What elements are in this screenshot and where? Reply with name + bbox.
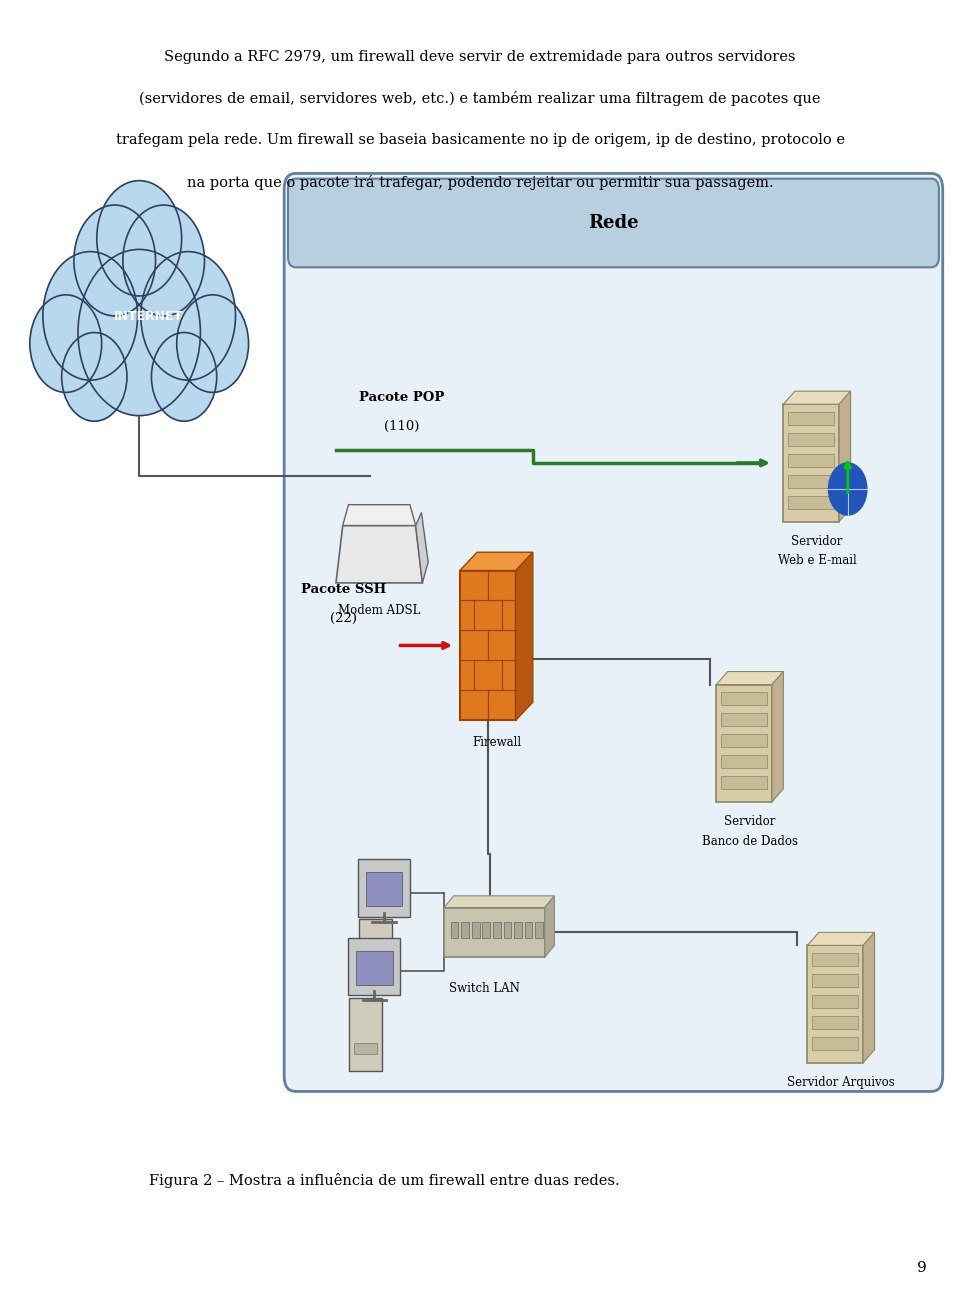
- Polygon shape: [716, 672, 783, 685]
- Polygon shape: [839, 391, 851, 522]
- Polygon shape: [863, 932, 875, 1063]
- Text: Servidor: Servidor: [791, 535, 843, 548]
- Text: Servidor: Servidor: [724, 815, 776, 828]
- Circle shape: [97, 181, 181, 296]
- Text: 9: 9: [917, 1261, 926, 1275]
- FancyBboxPatch shape: [462, 922, 469, 938]
- FancyBboxPatch shape: [524, 922, 532, 938]
- Circle shape: [152, 333, 217, 421]
- Text: na porta que o pacote irá trafegar, podendo rejeitar ou permitir sua passagem.: na porta que o pacote irá trafegar, pode…: [186, 175, 774, 190]
- FancyBboxPatch shape: [515, 922, 522, 938]
- Polygon shape: [416, 512, 428, 583]
- FancyBboxPatch shape: [493, 922, 501, 938]
- Polygon shape: [772, 672, 783, 802]
- Circle shape: [61, 333, 127, 421]
- FancyBboxPatch shape: [364, 965, 387, 975]
- Polygon shape: [807, 945, 863, 1063]
- Text: INTERNET: INTERNET: [114, 310, 183, 323]
- Text: Servidor Arquivos: Servidor Arquivos: [787, 1076, 895, 1089]
- FancyBboxPatch shape: [812, 974, 858, 987]
- Polygon shape: [460, 571, 516, 720]
- FancyBboxPatch shape: [812, 1037, 858, 1050]
- FancyBboxPatch shape: [366, 872, 402, 906]
- Polygon shape: [444, 896, 555, 908]
- FancyBboxPatch shape: [536, 922, 543, 938]
- Text: (servidores de email, servidores web, etc.) e também realizar uma filtragem de p: (servidores de email, servidores web, et…: [139, 91, 821, 107]
- Polygon shape: [336, 526, 422, 583]
- FancyBboxPatch shape: [354, 1043, 377, 1054]
- Text: Banco de Dados: Banco de Dados: [702, 835, 798, 848]
- FancyBboxPatch shape: [721, 776, 767, 789]
- Circle shape: [43, 252, 137, 381]
- Text: Pacote POP: Pacote POP: [359, 391, 444, 404]
- Polygon shape: [716, 685, 772, 802]
- Polygon shape: [544, 896, 555, 957]
- Text: Web e E-mail: Web e E-mail: [778, 554, 856, 567]
- Circle shape: [30, 295, 102, 393]
- FancyBboxPatch shape: [721, 713, 767, 726]
- Circle shape: [141, 252, 235, 381]
- Polygon shape: [783, 391, 851, 404]
- Polygon shape: [460, 553, 533, 571]
- FancyBboxPatch shape: [359, 919, 392, 992]
- FancyBboxPatch shape: [788, 433, 834, 446]
- FancyBboxPatch shape: [788, 454, 834, 467]
- FancyBboxPatch shape: [812, 1016, 858, 1029]
- Text: (22): (22): [330, 612, 357, 625]
- Text: Figura 2 – Mostra a influência de um firewall entre duas redes.: Figura 2 – Mostra a influência de um fir…: [149, 1172, 619, 1188]
- FancyBboxPatch shape: [812, 995, 858, 1008]
- FancyBboxPatch shape: [483, 922, 491, 938]
- FancyBboxPatch shape: [358, 859, 410, 917]
- Text: Pacote SSH: Pacote SSH: [301, 583, 386, 596]
- FancyBboxPatch shape: [721, 692, 767, 705]
- Text: Modem ADSL: Modem ADSL: [338, 604, 420, 617]
- Text: (110): (110): [384, 420, 419, 433]
- Text: trafegam pela rede. Um firewall se baseia basicamente no ip de origem, ip de des: trafegam pela rede. Um firewall se basei…: [115, 133, 845, 147]
- FancyBboxPatch shape: [503, 922, 511, 938]
- Circle shape: [828, 463, 867, 515]
- FancyBboxPatch shape: [721, 734, 767, 747]
- Polygon shape: [516, 553, 533, 720]
- FancyBboxPatch shape: [288, 179, 939, 267]
- Text: Firewall: Firewall: [472, 735, 522, 748]
- FancyBboxPatch shape: [788, 496, 834, 509]
- Polygon shape: [343, 505, 416, 526]
- Polygon shape: [807, 932, 875, 945]
- FancyBboxPatch shape: [356, 951, 393, 985]
- Polygon shape: [444, 908, 544, 957]
- Circle shape: [123, 205, 204, 316]
- FancyBboxPatch shape: [348, 938, 400, 995]
- FancyBboxPatch shape: [451, 922, 459, 938]
- Circle shape: [74, 205, 156, 316]
- FancyBboxPatch shape: [284, 173, 943, 1091]
- FancyBboxPatch shape: [788, 475, 834, 488]
- Text: Switch LAN: Switch LAN: [449, 982, 520, 995]
- Circle shape: [177, 295, 249, 393]
- Text: Rede: Rede: [588, 214, 638, 232]
- FancyBboxPatch shape: [472, 922, 480, 938]
- FancyBboxPatch shape: [788, 412, 834, 425]
- Polygon shape: [783, 404, 839, 522]
- FancyBboxPatch shape: [812, 953, 858, 966]
- FancyBboxPatch shape: [721, 755, 767, 768]
- Circle shape: [78, 249, 201, 416]
- Text: Segundo a RFC 2979, um firewall deve servir de extremidade para outros servidore: Segundo a RFC 2979, um firewall deve ser…: [164, 50, 796, 64]
- FancyBboxPatch shape: [349, 998, 382, 1071]
